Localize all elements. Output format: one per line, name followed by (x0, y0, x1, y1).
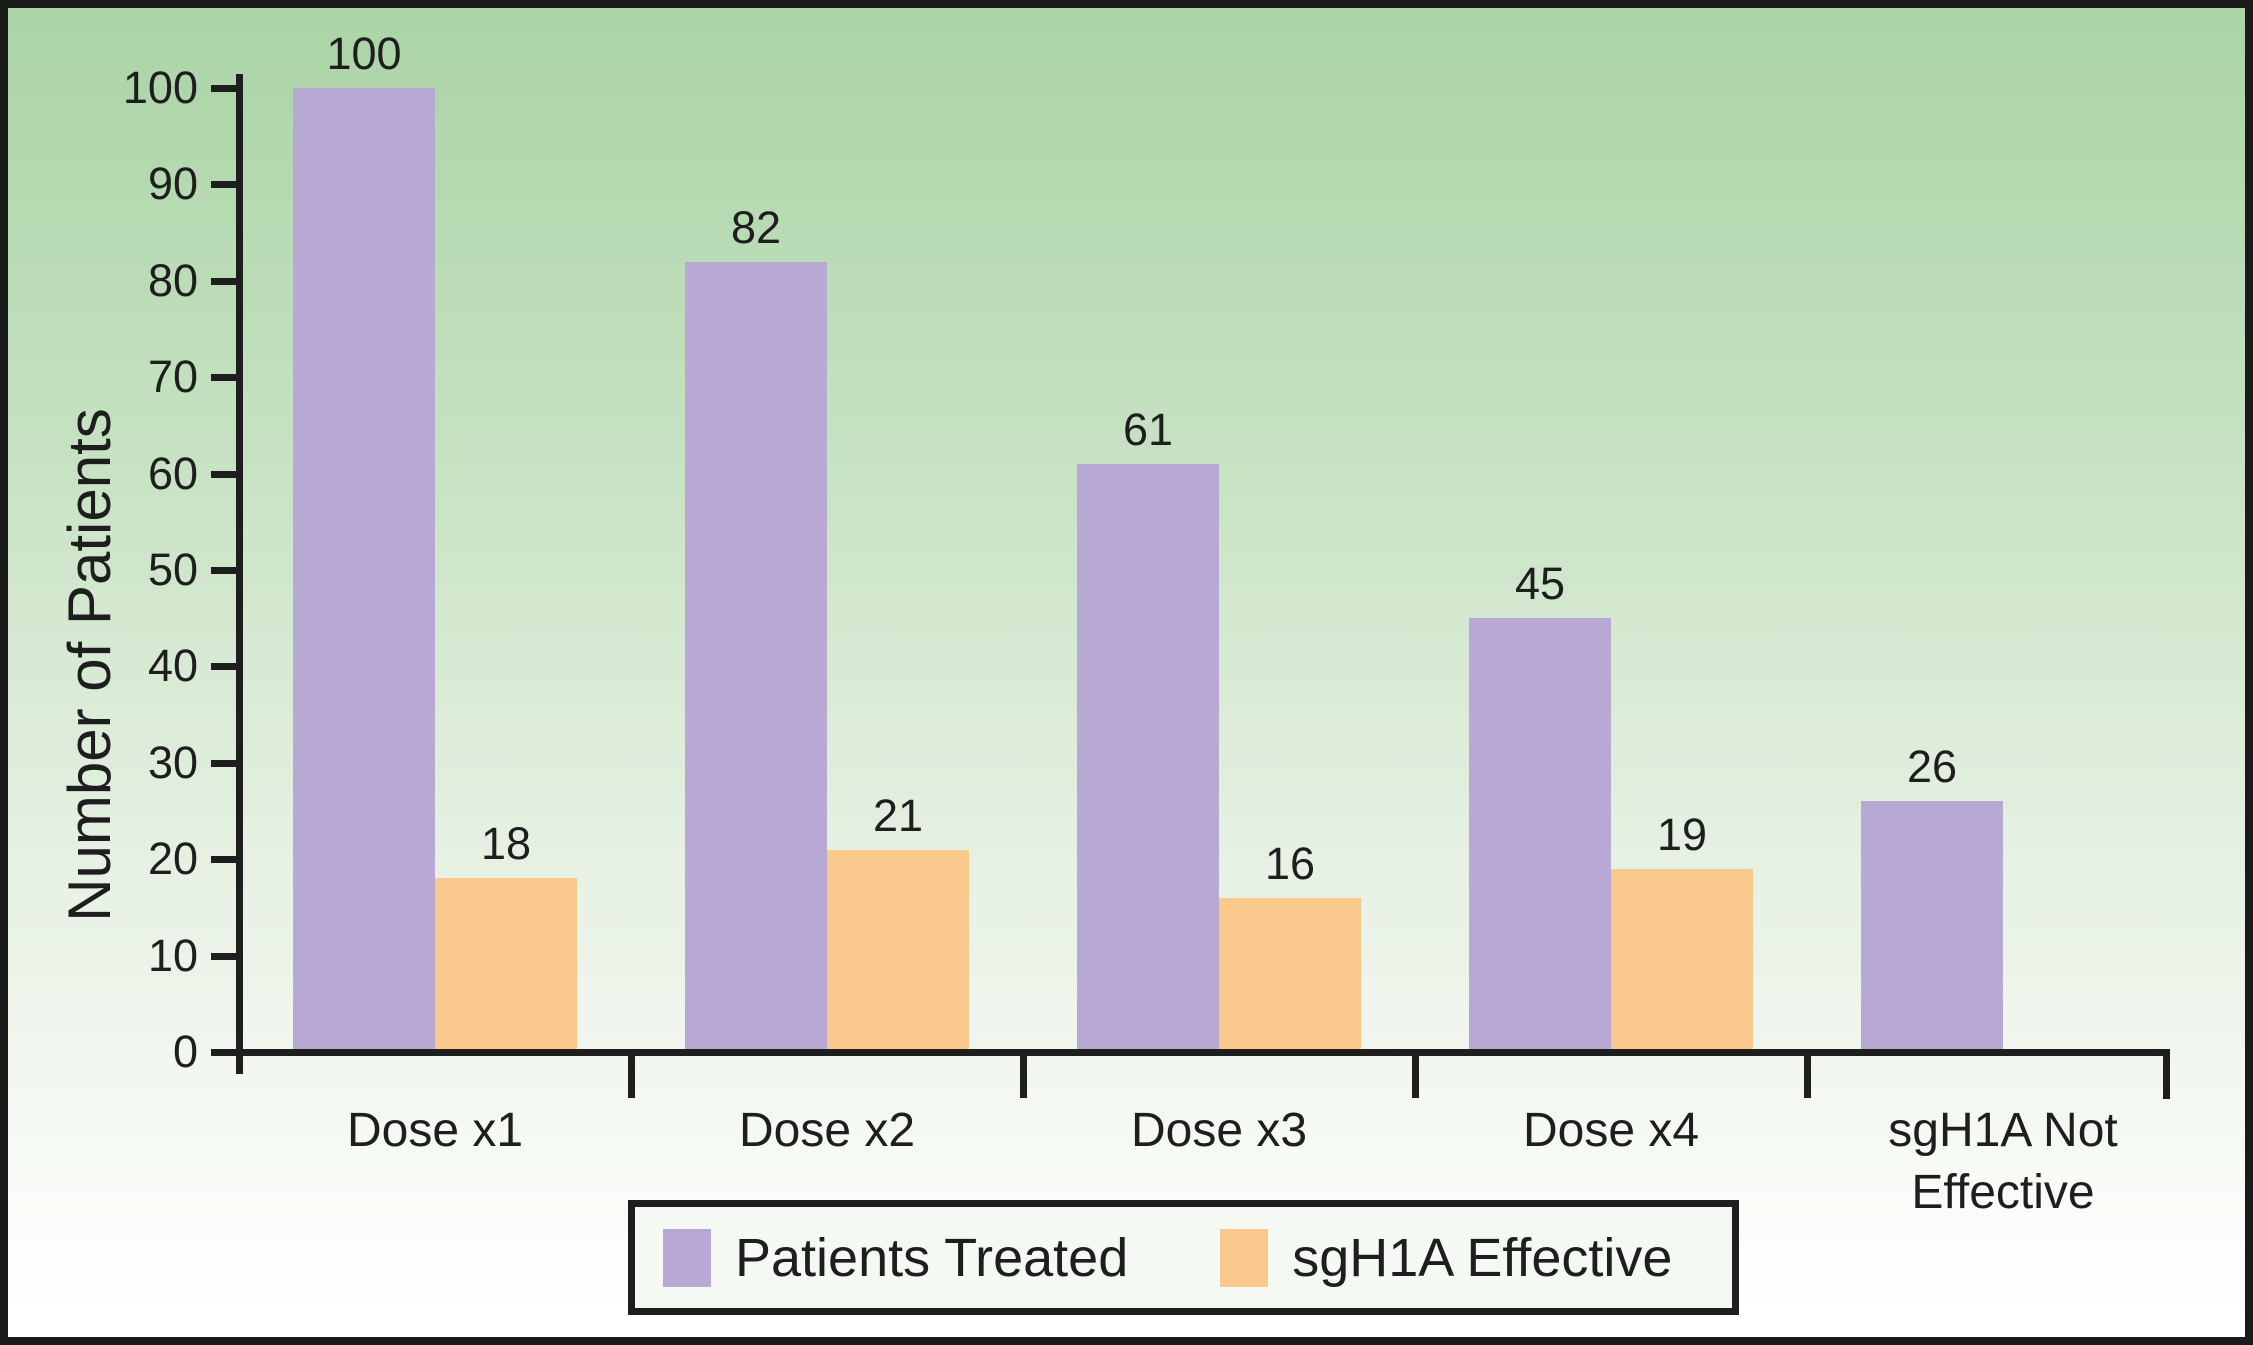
y-tick (211, 856, 236, 864)
bar-value-label: 19 (1656, 808, 1708, 860)
bar-sgh1a-effective (1611, 868, 1753, 1049)
bar-value-label: 82 (730, 201, 782, 253)
x-category-label: Dose x4 (1522, 1104, 1700, 1157)
y-tick (211, 85, 236, 92)
y-tick-label: 100 (122, 62, 198, 113)
y-axis-line (236, 74, 243, 1074)
y-tick (211, 277, 236, 285)
bar-value-label: 100 (326, 28, 402, 79)
y-tick-label: 50 (147, 544, 198, 595)
y-tick-label: 0 (172, 1026, 198, 1077)
legend: Patients Treated sgH1A Effective (628, 1200, 1739, 1315)
bar-value-label: 61 (1122, 403, 1174, 455)
legend-swatch-sgh1a-effective (1220, 1228, 1269, 1287)
bar-value-label: 26 (1906, 741, 1958, 793)
y-tick (211, 374, 236, 382)
x-category-label: sgH1A Not Effective (1888, 1104, 2118, 1219)
y-tick (211, 1049, 236, 1056)
bar-patients-treated (685, 261, 827, 1049)
bar-patients-treated (1861, 801, 2003, 1049)
y-tick (211, 470, 236, 478)
x-category-label: Dose x3 (1130, 1104, 1308, 1157)
legend-item: Patients Treated (663, 1227, 1128, 1289)
y-tick (211, 181, 236, 189)
y-tick (211, 567, 236, 574)
y-tick (211, 952, 236, 960)
legend-label: sgH1A Effective (1292, 1227, 1673, 1288)
y-tick-label: 10 (147, 929, 198, 981)
y-tick-label: 30 (147, 736, 198, 788)
y-tick (211, 759, 236, 767)
x-category-label: Dose x1 (346, 1104, 524, 1157)
bar-patients-treated (1077, 463, 1219, 1049)
bar-value-label: 16 (1264, 837, 1316, 889)
x-tick (1412, 1052, 1419, 1098)
bar-patients-treated (1469, 618, 1611, 1049)
bar-sgh1a-effective (1219, 897, 1361, 1049)
y-tick-label: 90 (147, 158, 198, 210)
bar-sgh1a-effective (827, 849, 969, 1049)
y-tick (211, 663, 236, 671)
bar-patients-treated (293, 88, 435, 1049)
x-tick (1020, 1052, 1027, 1098)
y-tick-label: 20 (147, 833, 198, 885)
bar-sgh1a-effective (435, 878, 577, 1049)
y-tick-label: 70 (147, 351, 198, 403)
y-tick-label: 40 (147, 640, 198, 692)
bar-value-label: 45 (1514, 558, 1566, 610)
plot-area: 0 10 20 30 40 50 60 70 80 90 100 100 18 Dose x1 82 21 Do… (8, 8, 2245, 1337)
y-tick-label: 60 (147, 447, 198, 499)
y-tick-label: 80 (147, 254, 198, 306)
bar-value-label: 18 (480, 818, 532, 870)
x-axis-end-tick (2163, 1049, 2170, 1099)
x-category-label: Dose x2 (738, 1104, 916, 1157)
legend-item: sgH1A Effective (1220, 1227, 1672, 1289)
x-axis-line (215, 1049, 2170, 1056)
x-tick (628, 1052, 635, 1098)
bar-value-label: 21 (872, 789, 924, 841)
legend-swatch-patients-treated (663, 1228, 711, 1287)
legend-label: Patients Treated (735, 1227, 1129, 1288)
x-tick (1804, 1052, 1811, 1098)
